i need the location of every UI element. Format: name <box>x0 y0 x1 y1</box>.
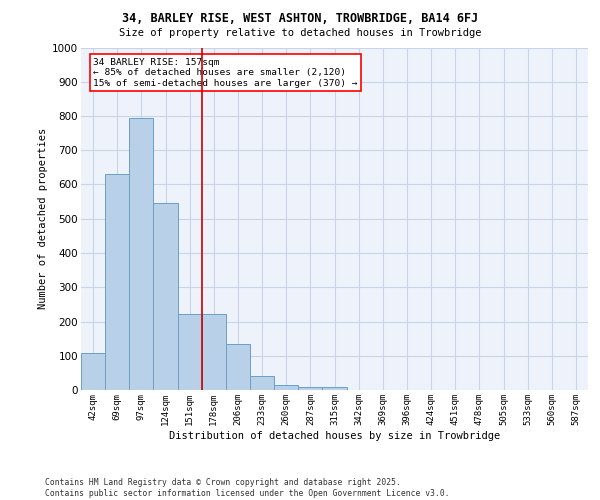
Text: 34, BARLEY RISE, WEST ASHTON, TROWBRIDGE, BA14 6FJ: 34, BARLEY RISE, WEST ASHTON, TROWBRIDGE… <box>122 12 478 26</box>
Bar <box>274 385 298 390</box>
Bar <box>250 376 274 390</box>
Bar <box>178 314 202 390</box>
Text: Size of property relative to detached houses in Trowbridge: Size of property relative to detached ho… <box>119 28 481 38</box>
Bar <box>105 174 129 390</box>
Bar <box>298 386 322 390</box>
Bar <box>226 344 250 390</box>
Bar <box>154 202 178 390</box>
Bar <box>322 386 347 390</box>
Text: 34 BARLEY RISE: 157sqm
← 85% of detached houses are smaller (2,120)
15% of semi-: 34 BARLEY RISE: 157sqm ← 85% of detached… <box>94 58 358 88</box>
X-axis label: Distribution of detached houses by size in Trowbridge: Distribution of detached houses by size … <box>169 430 500 440</box>
Bar <box>129 118 154 390</box>
Y-axis label: Number of detached properties: Number of detached properties <box>38 128 48 310</box>
Bar <box>202 314 226 390</box>
Bar <box>81 353 105 390</box>
Text: Contains HM Land Registry data © Crown copyright and database right 2025.
Contai: Contains HM Land Registry data © Crown c… <box>45 478 449 498</box>
